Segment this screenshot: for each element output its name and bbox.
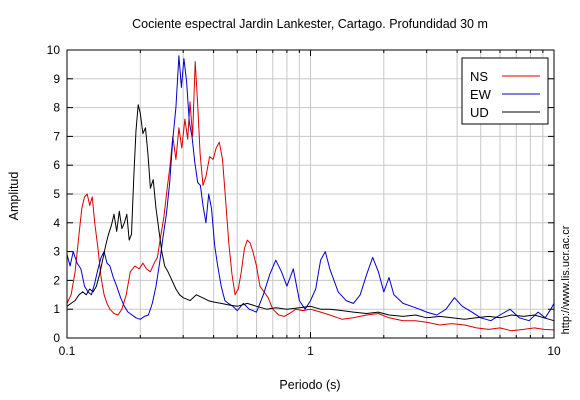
tick-marks [66, 49, 555, 339]
y-axis-label: Amplitud [7, 172, 21, 221]
side-note: http://www.lis.ucr.ac.cr [560, 225, 572, 334]
series-line-ns [66, 61, 555, 332]
y-tick-label: 8 [53, 101, 60, 115]
tick-labels: 0 1 2 3 4 5 6 7 8 9 10 0.1 1 10 [47, 43, 561, 358]
legend: NS EW UD [461, 57, 549, 125]
y-tick-label: 0 [53, 331, 60, 345]
y-tick-label: 1 [53, 302, 60, 316]
x-tick-label: 1 [307, 344, 314, 358]
y-tick-label: 7 [53, 129, 60, 143]
chart-title: Cociente espectral Jardin Lankester, Car… [132, 17, 488, 31]
y-tick-label: 10 [47, 43, 61, 57]
y-tick-label: 5 [53, 187, 60, 201]
x-tick-label: 0.1 [59, 344, 76, 358]
legend-label-ud: UD [470, 105, 489, 120]
y-tick-label: 4 [53, 216, 60, 230]
series-lines [66, 55, 555, 332]
series-line-ud [66, 104, 555, 322]
series-line-ew [66, 55, 555, 322]
x-tick-label: 10 [547, 344, 561, 358]
legend-label-ns: NS [470, 69, 488, 84]
y-tick-label: 6 [53, 158, 60, 172]
legend-box [461, 57, 549, 125]
y-tick-label: 3 [53, 245, 60, 259]
x-axis-label: Periodo (s) [279, 378, 340, 392]
y-tick-label: 2 [53, 273, 60, 287]
y-tick-label: 9 [53, 72, 60, 86]
legend-label-ew: EW [470, 87, 492, 102]
